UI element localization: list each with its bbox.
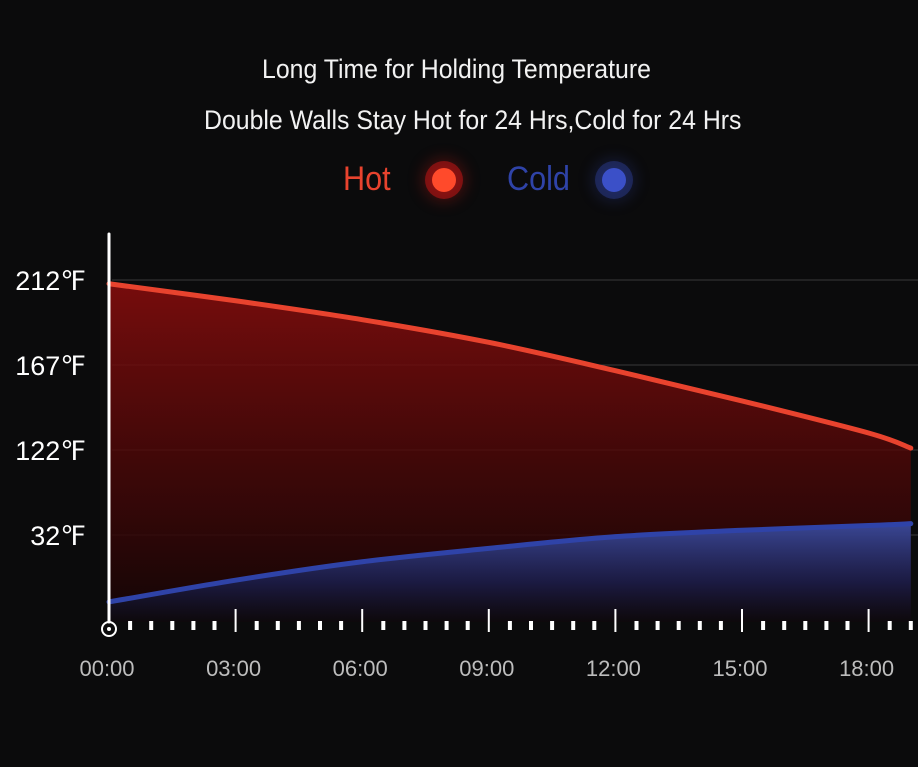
x-tick-label: 15:00 <box>712 656 767 681</box>
x-minor-tick <box>170 621 175 630</box>
axis-origin-dot <box>107 627 111 631</box>
x-minor-tick <box>592 621 597 630</box>
x-minor-tick <box>444 621 449 630</box>
chart-subtitle: Double Walls Stay Hot for 24 Hrs,Cold fo… <box>204 105 742 135</box>
x-minor-tick <box>128 621 133 630</box>
series-areas <box>109 283 911 622</box>
x-minor-tick <box>275 621 280 630</box>
cold-area <box>109 523 911 622</box>
x-major-tick <box>234 609 237 632</box>
x-minor-tick <box>697 621 702 630</box>
hot-series-line <box>106 281 914 451</box>
chart-title: Long Time for Holding Temperature <box>262 54 651 84</box>
y-tick-label: 167℉ <box>15 351 86 381</box>
x-minor-tick <box>381 621 386 630</box>
axis-origin-marker <box>101 621 117 637</box>
x-major-tick <box>361 609 364 632</box>
y-tick-labels: 212℉ 167℉ 122℉ 32℉ <box>15 266 86 551</box>
x-minor-tick <box>191 621 196 630</box>
x-minor-tick <box>423 621 428 630</box>
cold-series-line <box>106 521 914 605</box>
legend-hot-label: Hot <box>343 160 391 198</box>
x-major-tick <box>867 609 870 632</box>
x-minor-tick <box>254 621 259 630</box>
x-minor-tick <box>634 621 639 630</box>
x-major-tick <box>614 609 617 632</box>
x-minor-tick <box>571 621 576 630</box>
y-tick-label: 32℉ <box>30 521 86 551</box>
x-tick-label: 06:00 <box>333 656 388 681</box>
axes <box>101 232 913 637</box>
x-minor-tick <box>803 621 808 630</box>
x-tick-label: 00:00 <box>79 656 134 681</box>
x-minor-tick <box>676 621 681 630</box>
x-minor-tick <box>318 621 322 630</box>
x-minor-tick <box>718 621 723 630</box>
legend-hot-marker <box>432 168 456 192</box>
x-minor-tick <box>782 621 787 630</box>
legend-cold-marker <box>602 168 626 192</box>
x-minor-tick <box>887 621 892 630</box>
x-minor-tick <box>465 621 470 630</box>
series-lines <box>106 281 914 605</box>
x-minor-tick <box>529 621 533 630</box>
x-tick-label: 03:00 <box>206 656 261 681</box>
x-major-tick <box>741 609 743 632</box>
y-tick-label: 212℉ <box>15 266 86 296</box>
x-minor-tick <box>550 621 555 630</box>
x-major-tick <box>487 609 490 632</box>
x-tick-label: 18:00 <box>839 656 894 681</box>
x-tick-label: 09:00 <box>459 656 514 681</box>
x-minor-tick <box>824 621 829 630</box>
x-tick-label: 12:00 <box>586 656 641 681</box>
x-minor-tick <box>339 621 344 630</box>
y-tick-label: 122℉ <box>15 436 86 466</box>
x-minor-tick <box>908 621 913 630</box>
x-minor-tick <box>149 621 154 630</box>
legend-cold-label: Cold <box>507 160 570 198</box>
x-minor-tick <box>212 621 217 630</box>
x-minor-tick <box>296 621 301 630</box>
x-minor-tick <box>655 621 660 630</box>
x-minor-tick <box>761 621 766 630</box>
x-tick-labels: 00:00 03:00 06:00 09:00 12:00 15:00 18:00 <box>79 656 894 681</box>
x-minor-tick <box>507 621 512 630</box>
x-minor-tick <box>845 621 850 630</box>
x-minor-tick <box>402 621 407 630</box>
